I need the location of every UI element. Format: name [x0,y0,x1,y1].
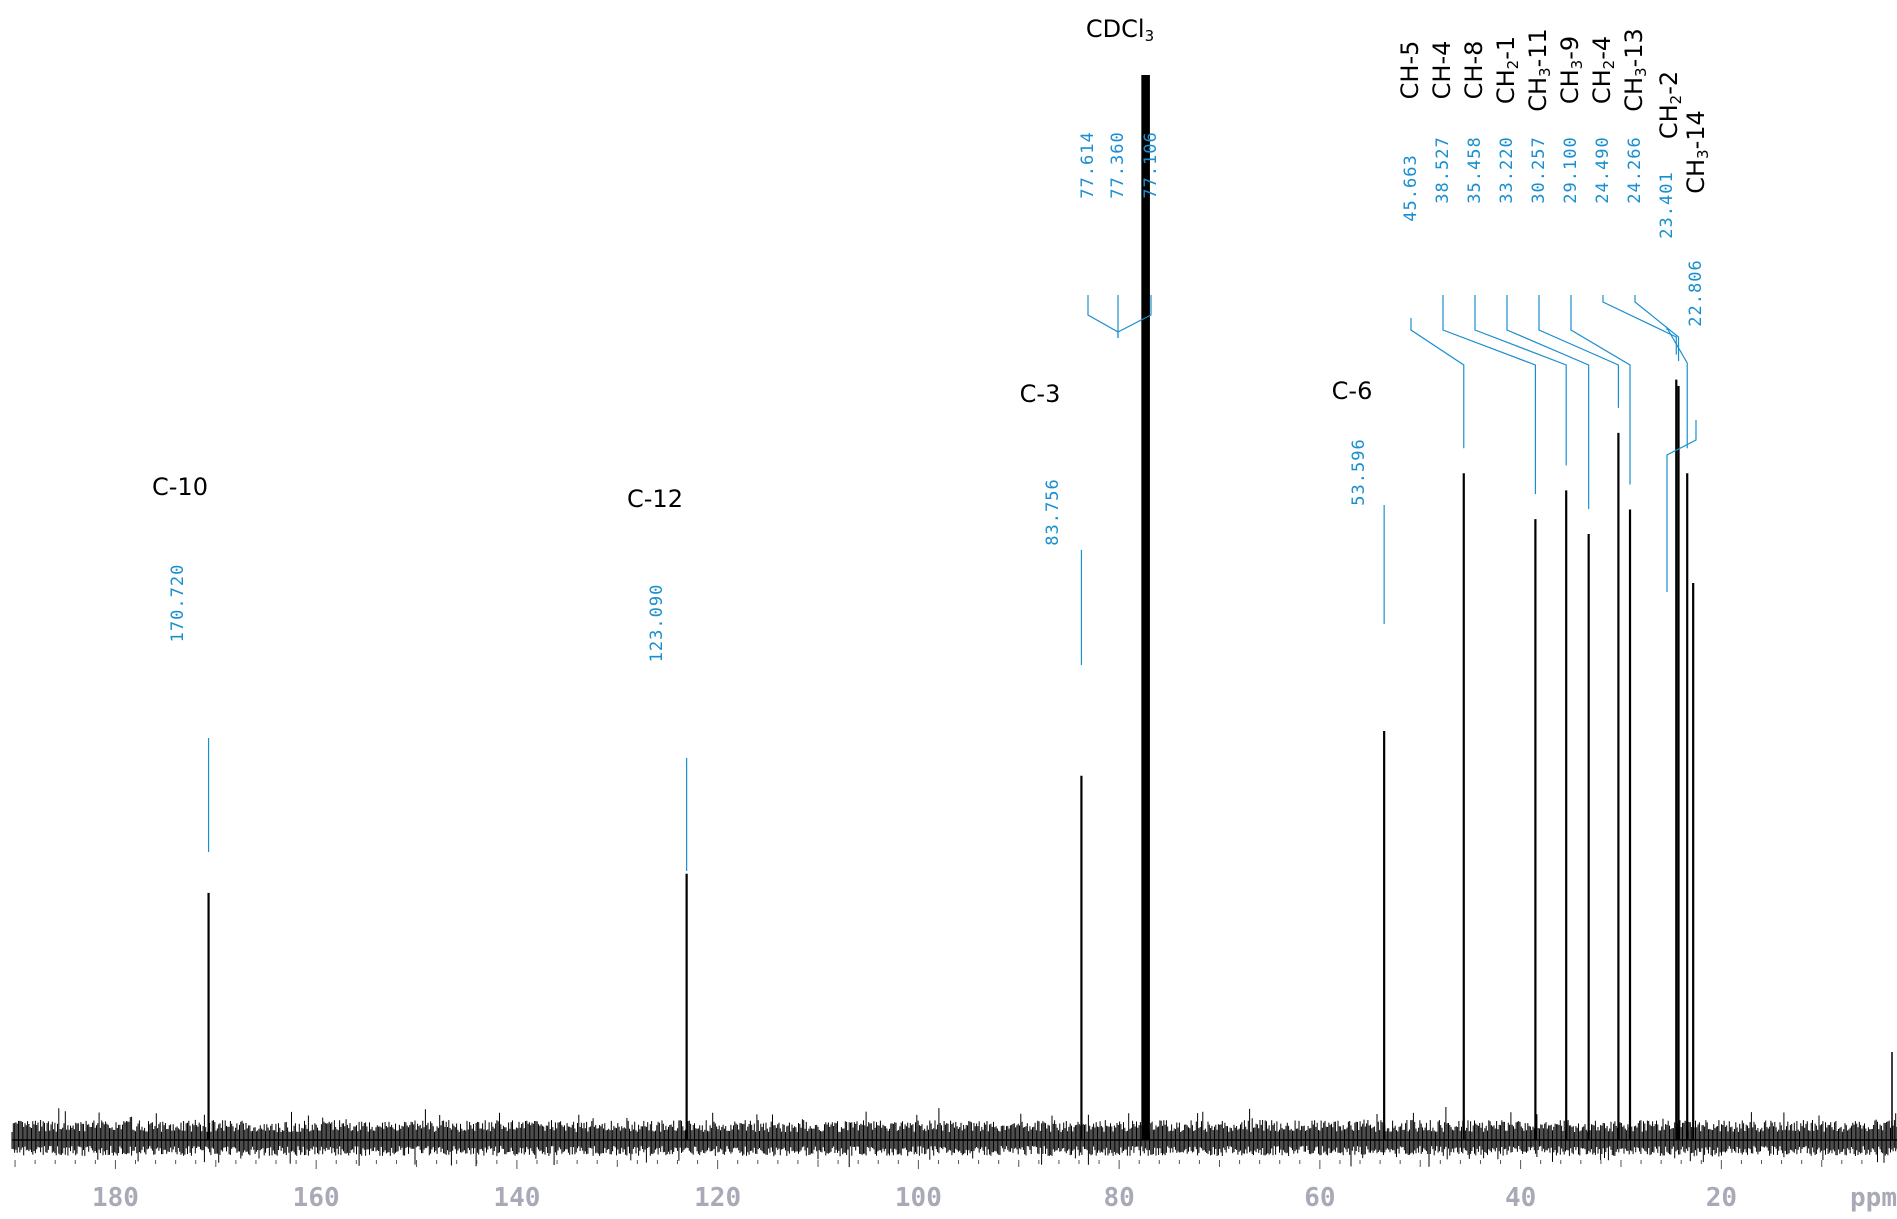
assignment-base: CH [1620,77,1648,112]
peak-label: 24.266 [1625,136,1645,203]
assignment-base: CH [1682,159,1710,194]
assignment-suffix: -2 [1655,71,1683,95]
peak-label: 30.257 [1529,136,1549,203]
peak-label: 23.401 [1657,171,1677,238]
peak-label: 83.756 [1043,478,1063,545]
assignment-subscript: 3 [1568,60,1586,70]
assignment-label: C-3 [1020,380,1061,408]
label-connector [1666,420,1697,592]
assignment-subscript: 2 [1600,60,1618,70]
assignment-suffix: -11 [1524,28,1552,67]
assignment-label: C-12 [627,485,683,513]
assignment-base: CH-4 [1428,41,1456,100]
assignment-label: CH-8 [1460,41,1488,100]
label-connector [1087,295,1119,338]
assignment-base: CDCl [1086,15,1145,43]
peak-lines [207,75,1695,1140]
assignment-suffix: -9 [1556,36,1584,60]
x-axis: 180 160 140 120 100 80 60 40 20 ppm [14,1160,1897,1213]
x-tick-label: 120 [694,1183,741,1213]
x-tick-label: 180 [92,1183,139,1213]
assignment-base: CH [1556,69,1584,104]
noise-trace [11,1107,1897,1168]
assignment-base: CH [1492,69,1520,104]
label-connector [1666,325,1688,449]
peak-label: 33.220 [1497,136,1517,203]
cdcl3-peak [1142,75,1149,1140]
assignment-suffix: -13 [1620,28,1648,67]
label-connector [1602,295,1677,355]
assignment-base: C-6 [1332,377,1373,405]
peak-label: 77.106 [1141,131,1161,198]
assignment-subscript: 3 [1694,149,1712,159]
assignment-base: CH-8 [1460,41,1488,100]
peak-label: 45.663 [1401,154,1421,221]
assignment-base: C-10 [152,473,208,501]
assignment-label: CDCl3 [1086,15,1154,45]
label-connector [1474,295,1567,466]
assignment-subscript: 3 [1632,67,1650,77]
peak-label: 29.100 [1561,136,1581,203]
peak-label: 53.596 [1349,438,1369,505]
peak-label: 22.806 [1686,259,1706,326]
assignment-base: CH [1524,77,1552,112]
assignment-subscript: 2 [1504,60,1522,70]
peak-label: 38.527 [1433,136,1453,203]
assignment-suffix: -4 [1588,36,1616,60]
label-connector [1570,295,1631,485]
peak-label: 35.458 [1465,136,1485,203]
peak-labels: 170.720 123.090 83.756 77.614 77.360 77.106 53… [168,131,1706,662]
label-connector [1442,295,1536,495]
peak-label: 77.614 [1078,131,1098,198]
x-tick-label: 160 [293,1183,340,1213]
assignment-suffix: -1 [1492,36,1520,60]
peak-label: 77.360 [1108,131,1128,198]
assignment-label: CH3-14 [1682,110,1712,194]
assignment-label: CH-4 [1428,41,1456,100]
assignment-base: CH-5 [1396,41,1424,100]
assignment-base: CH [1588,69,1616,104]
x-tick-label: 100 [895,1183,942,1213]
x-tick-label: 60 [1304,1183,1335,1213]
x-tick-label: 140 [493,1183,540,1213]
assignment-label: CH3-9 [1556,36,1586,104]
assignment-label: C-6 [1332,377,1373,405]
peak-label: 123.090 [647,584,667,663]
assignment-base: C-12 [627,485,683,513]
peak-label: 24.490 [1593,136,1613,203]
assignment-label: CH-5 [1396,41,1424,100]
label-connector [1117,295,1152,333]
x-tick-label: 40 [1505,1183,1536,1213]
assignment-base: C-3 [1020,380,1061,408]
assignment-label: CH2-2 [1655,71,1685,139]
assignment-subscript: 3 [1536,67,1554,77]
assignment-suffix: -14 [1682,110,1710,149]
label-connector [1410,318,1465,449]
x-tick-label: 20 [1706,1183,1737,1213]
baseline-noise [11,1052,1897,1168]
assignment-label: CH2-4 [1588,36,1618,104]
assignment-base: CH [1655,104,1683,139]
assignment-label: C-10 [152,473,208,501]
x-axis-label: ppm [1850,1183,1897,1213]
assignment-label: CH3-13 [1620,28,1650,112]
label-connector [1538,295,1620,408]
x-tick-label: 80 [1103,1183,1134,1213]
assignment-label: CH2-1 [1492,36,1522,104]
assignment-label: CH3-11 [1524,28,1554,112]
peak-label: 170.720 [168,564,188,643]
assignment-subscript: 2 [1667,95,1685,105]
assignment-subscript: 3 [1145,27,1155,45]
label-connectors [207,295,1697,871]
label-connector [1506,295,1590,510]
